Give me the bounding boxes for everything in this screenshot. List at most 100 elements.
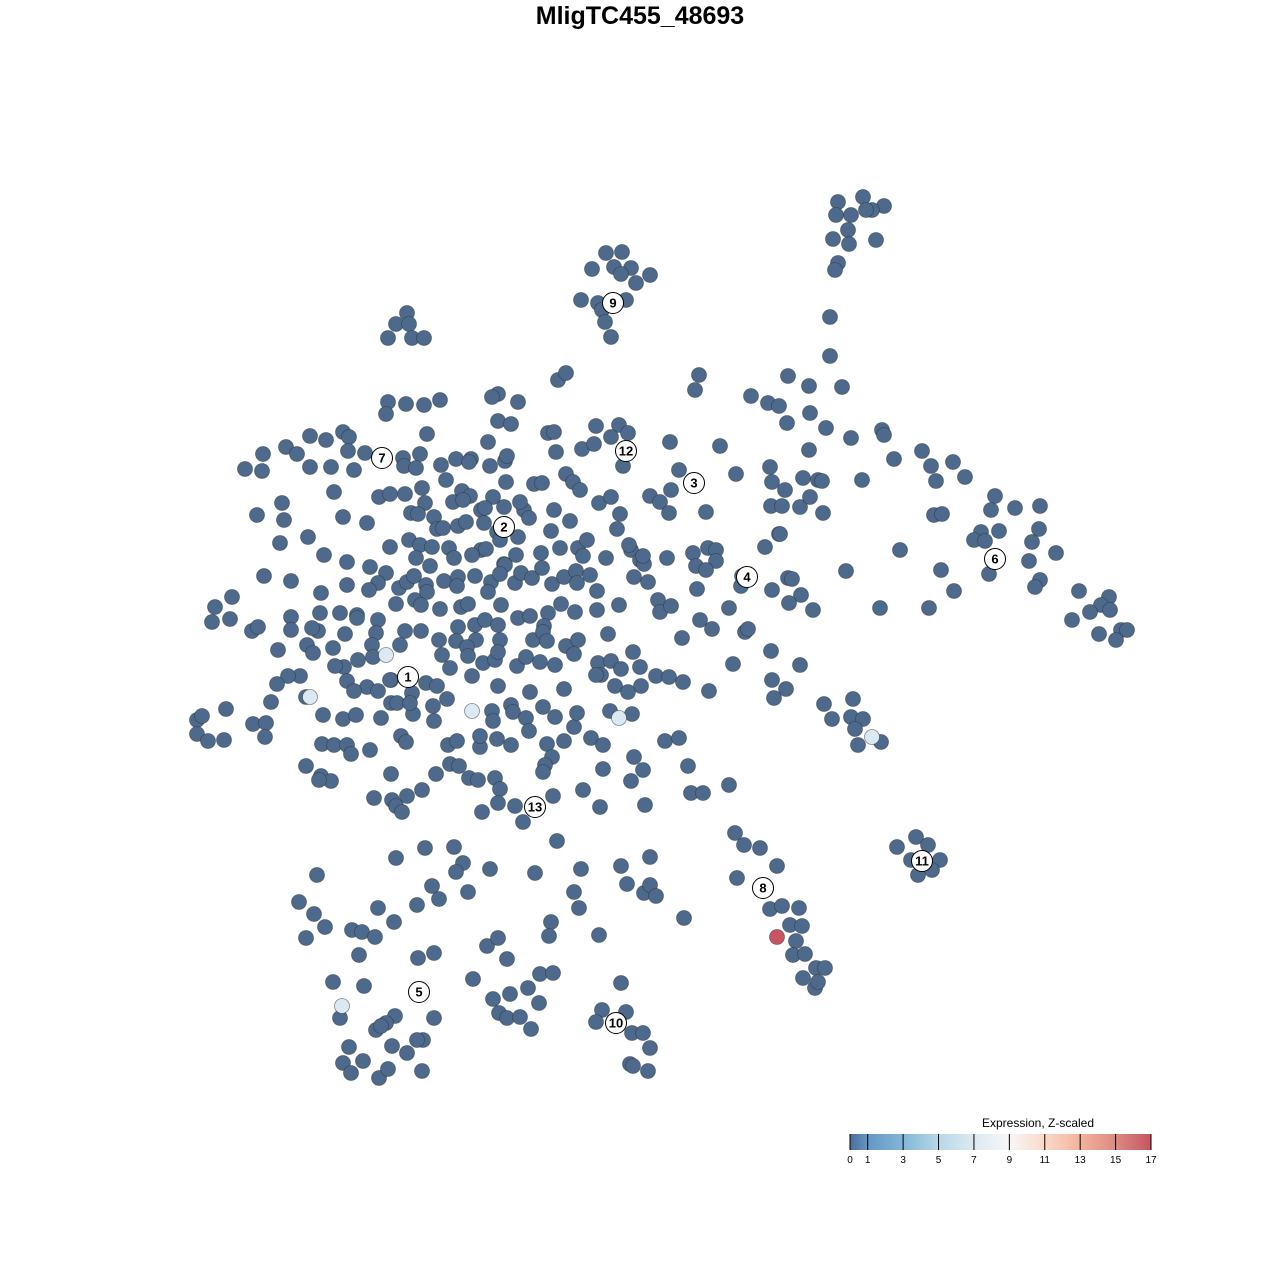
data-point [640, 574, 656, 590]
data-point [571, 900, 587, 916]
cluster-label-13: 13 [524, 796, 546, 818]
data-point [424, 878, 440, 894]
data-point [708, 553, 724, 569]
data-point [892, 542, 908, 558]
data-point [414, 782, 430, 798]
data-point [549, 833, 565, 849]
data-point [465, 971, 481, 987]
data-point [1071, 583, 1087, 599]
cluster-label-5: 5 [408, 981, 430, 1003]
data-point [640, 1063, 656, 1079]
data-point [543, 523, 559, 539]
data-point [527, 865, 543, 881]
data-point [422, 558, 438, 574]
data-point [378, 647, 394, 663]
data-point [779, 415, 795, 431]
data-point [854, 472, 870, 488]
cluster-label-6: 6 [984, 548, 1006, 570]
data-point [346, 462, 362, 478]
data-point [934, 506, 950, 522]
data-point [493, 597, 509, 613]
data-point [373, 710, 389, 726]
data-point [464, 668, 480, 684]
data-point [633, 678, 649, 694]
data-point [498, 474, 514, 490]
data-point [216, 732, 232, 748]
data-point [675, 674, 691, 690]
data-point [1091, 626, 1107, 642]
data-point [373, 1018, 389, 1034]
data-point [802, 489, 818, 505]
data-point [661, 669, 677, 685]
data-point [575, 782, 591, 798]
data-point [663, 598, 679, 614]
data-point [484, 389, 500, 405]
data-point [298, 758, 314, 774]
data-point [843, 430, 859, 446]
legend-tick-label: 7 [971, 1155, 977, 1166]
data-point [795, 970, 811, 986]
data-point [255, 446, 271, 462]
data-point [1102, 602, 1118, 618]
data-point [572, 482, 588, 498]
data-point [383, 766, 399, 782]
data-point [408, 550, 424, 566]
data-point [426, 1010, 442, 1026]
data-point [346, 683, 362, 699]
data-point [304, 620, 320, 636]
data-point [569, 705, 585, 721]
cluster-label-text: 1 [404, 670, 411, 685]
data-point [864, 729, 880, 745]
data-point [598, 550, 614, 566]
cluster-label-9: 9 [602, 292, 624, 314]
data-point [499, 951, 515, 967]
cluster-label-3: 3 [683, 472, 705, 494]
data-point [461, 454, 477, 470]
data-point [791, 900, 807, 916]
data-point [698, 562, 714, 578]
data-point [780, 368, 796, 384]
data-point [822, 309, 838, 325]
data-point [533, 545, 549, 561]
legend-colorbar [850, 1134, 1151, 1150]
data-point [535, 764, 551, 780]
data-point [380, 1061, 396, 1077]
data-point [460, 884, 476, 900]
data-point [728, 466, 744, 482]
cluster-label-4: 4 [736, 566, 758, 588]
data-point [534, 560, 550, 576]
data-point [362, 559, 378, 575]
data-point [312, 605, 328, 621]
data-point [414, 480, 430, 496]
data-point [868, 232, 884, 248]
data-point [410, 506, 426, 522]
data-point [620, 425, 636, 441]
data-point [914, 443, 930, 459]
color-legend: Expression, Z-scaled 0 1 3 5 7 9 11 13 15 17 [847, 1116, 1157, 1166]
data-point [637, 797, 653, 813]
data-point [359, 515, 375, 531]
data-point [250, 619, 266, 635]
data-point [772, 526, 788, 542]
cluster-label-1: 1 [397, 666, 419, 688]
data-point [946, 583, 962, 599]
data-point [626, 749, 642, 765]
data-point [416, 330, 432, 346]
data-point [496, 499, 512, 515]
data-point [847, 721, 863, 737]
data-point [489, 731, 505, 747]
data-point [361, 582, 377, 598]
data-point [632, 659, 648, 675]
points-layer [189, 189, 1135, 1086]
data-point [343, 746, 359, 762]
data-point [701, 683, 717, 699]
data-point [428, 766, 444, 782]
data-point [671, 462, 687, 478]
data-point [366, 790, 382, 806]
data-point [510, 529, 526, 545]
data-point [341, 1039, 357, 1055]
data-point [566, 884, 582, 900]
data-point [503, 416, 519, 432]
data-point [433, 457, 449, 473]
data-point [382, 486, 398, 502]
